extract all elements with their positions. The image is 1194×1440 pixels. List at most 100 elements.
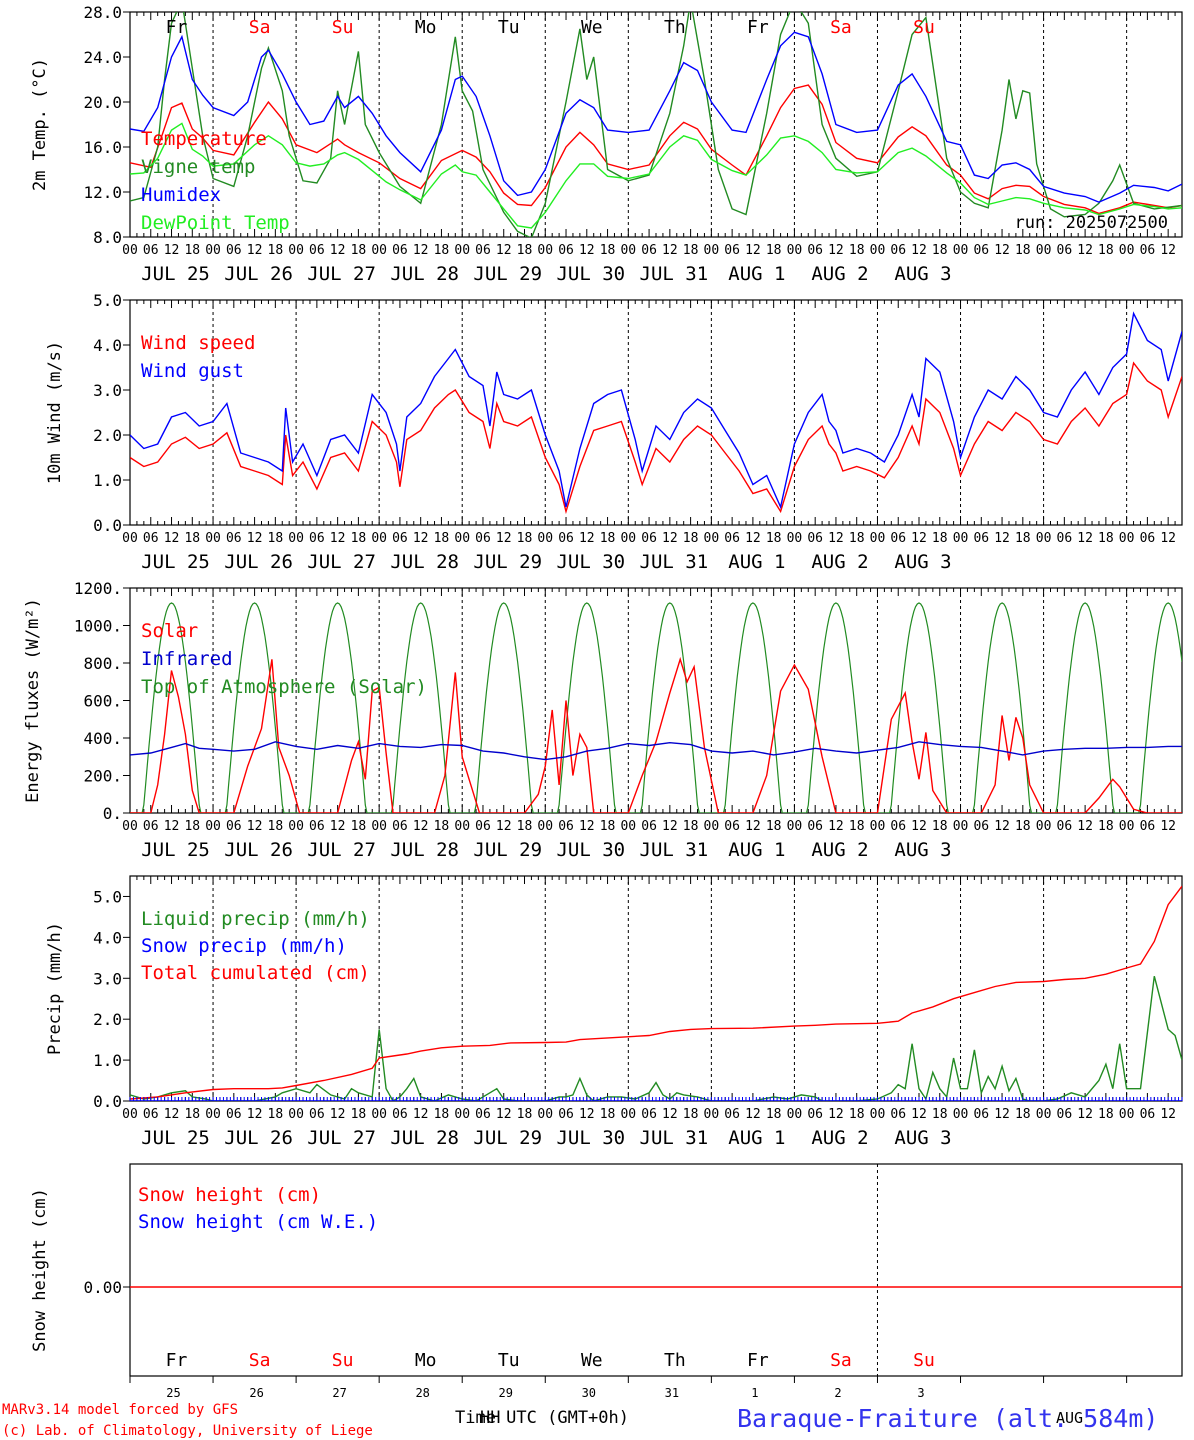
hour-tick-label: 18	[600, 531, 616, 546]
legend-entry: Liquid precip (mm/h)	[141, 908, 370, 930]
hour-tick-label: 00	[787, 819, 803, 834]
hour-tick-label: 06	[973, 1107, 989, 1122]
hour-tick-label: 06	[558, 1107, 574, 1122]
hour-tick-label: 00	[1119, 819, 1135, 834]
hour-tick-label: 00	[122, 531, 138, 546]
weekday-label: Sa	[249, 1350, 271, 1371]
snow-panel: 0.00 Snow height (cm) Snow height (cm) Snow…	[30, 1163, 1183, 1400]
weekday-label: Sa	[249, 17, 271, 38]
hour-tick-label: 12	[911, 819, 927, 834]
day-label: JUL 29	[473, 839, 542, 861]
series-line-1	[130, 361, 1182, 515]
weekday-label: Fr	[166, 1350, 188, 1371]
hour-tick-label: 00	[787, 1107, 803, 1122]
hour-tick-label: 12	[828, 243, 844, 258]
hour-tick-label: 00	[870, 1107, 886, 1122]
hour-tick-label: 12	[330, 1107, 346, 1122]
day-label: JUL 31	[640, 551, 709, 573]
y-tick-label: 0.0	[93, 516, 122, 535]
day-label: JUL 30	[556, 263, 625, 285]
hour-tick-label: 12	[1160, 1107, 1176, 1122]
y-tick-label: 0.00	[83, 1278, 122, 1297]
hour-tick-label: 12	[247, 243, 263, 258]
hour-tick-label: 06	[558, 819, 574, 834]
y-tick-label: 16.0	[83, 138, 122, 157]
legend-entry: Snow height (cm)	[138, 1184, 321, 1206]
hour-tick-label: 00	[870, 531, 886, 546]
hour-tick-label: 06	[807, 531, 823, 546]
hour-tick-label: 12	[1077, 243, 1093, 258]
footer-model: MARv3.14 model forced by GFS	[2, 1402, 238, 1418]
y-tick-label: 12.0	[83, 183, 122, 202]
hour-tick-label: 00	[704, 1107, 720, 1122]
hour-tick-label: 12	[1160, 531, 1176, 546]
day-label: JUL 28	[390, 263, 459, 285]
wind-panel: 00 06 12 18 00 06 12 18 00 06 12 18 00 06 12 18 00 06 12 18…	[45, 291, 1183, 573]
hour-tick-label: 12	[1077, 1107, 1093, 1122]
station-label: Baraque-Fraiture (alt. 584m)	[737, 1404, 1158, 1433]
time-axis-overlay: HH	[480, 1408, 500, 1428]
y-axis-label: 2m Temp. (°C)	[30, 58, 50, 191]
day-label: JUL 29	[473, 263, 542, 285]
day-label: AUG 2	[811, 839, 868, 861]
legend-entry: Infrared	[141, 648, 233, 670]
legend-entry: Solar	[141, 620, 198, 642]
hour-tick-label: 06	[1057, 243, 1073, 258]
hour-tick-label: 06	[807, 1107, 823, 1122]
hour-tick-label: 00	[704, 531, 720, 546]
hour-tick-label: 06	[641, 531, 657, 546]
hour-tick-label: 06	[1140, 243, 1156, 258]
hour-tick-label: 18	[434, 243, 450, 258]
precip-panel: 00 06 12 18 00 06 12 18 00 06 12 18 00 06 12 18 00 06 12 18…	[45, 875, 1183, 1149]
hour-tick-label: 06	[143, 243, 159, 258]
legend-entry: Snow precip (mm/h)	[141, 935, 347, 957]
day-number-label: 27	[332, 1386, 346, 1400]
hour-tick-label: 18	[849, 819, 865, 834]
hour-tick-label: 12	[413, 243, 429, 258]
hour-tick-label: 00	[122, 1107, 138, 1122]
hour-tick-label: 00	[205, 243, 221, 258]
weekday-label: Tu	[498, 1350, 520, 1371]
legend-entry: Wind speed	[141, 332, 255, 354]
hour-tick-label: 00	[1036, 531, 1052, 546]
station-overlay: AUG	[1056, 1409, 1083, 1427]
hour-tick-label: 00	[953, 819, 969, 834]
hour-tick-label: 18	[268, 819, 284, 834]
plot-frame	[129, 299, 1183, 526]
hour-tick-label: 00	[787, 243, 803, 258]
day-label: JUL 29	[473, 1127, 542, 1149]
day-label: JUL 25	[141, 839, 210, 861]
hour-tick-label: 18	[683, 531, 699, 546]
hour-tick-label: 06	[641, 819, 657, 834]
day-label: JUL 27	[307, 1127, 376, 1149]
hour-tick-label: 06	[1140, 531, 1156, 546]
hour-tick-label: 00	[1119, 1107, 1135, 1122]
y-tick-label: 2.0	[93, 1010, 122, 1029]
hour-tick-label: 18	[434, 1107, 450, 1122]
hour-tick-label: 06	[724, 819, 740, 834]
day-number-label: 31	[665, 1386, 679, 1400]
hour-tick-label: 06	[309, 531, 325, 546]
series-line-2	[130, 12, 1182, 237]
y-tick-label: 4.0	[93, 928, 122, 947]
hour-tick-label: 06	[475, 243, 491, 258]
weekday-label: Su	[332, 1350, 354, 1371]
hour-tick-label: 00	[953, 243, 969, 258]
hour-tick-label: 18	[1015, 1107, 1031, 1122]
series-line-4	[130, 122, 1182, 229]
day-number-label: 28	[415, 1386, 429, 1400]
hour-tick-label: 12	[579, 243, 595, 258]
day-label: JUL 31	[640, 1127, 709, 1149]
weekday-label: Th	[664, 17, 686, 38]
legend-entry: DewPoint Temp	[141, 212, 290, 234]
hour-tick-label: 06	[226, 531, 242, 546]
hour-tick-label: 18	[932, 819, 948, 834]
hour-tick-label: 12	[828, 531, 844, 546]
day-label: JUL 27	[307, 839, 376, 861]
day-label: AUG 3	[894, 839, 951, 861]
series-line-1	[130, 656, 1182, 813]
day-label: AUG 1	[728, 839, 785, 861]
weekday-label: Mo	[415, 17, 437, 38]
footer-credit: (c) Lab. of Climatology, University of L…	[2, 1423, 373, 1439]
day-number-label: 3	[917, 1386, 924, 1400]
